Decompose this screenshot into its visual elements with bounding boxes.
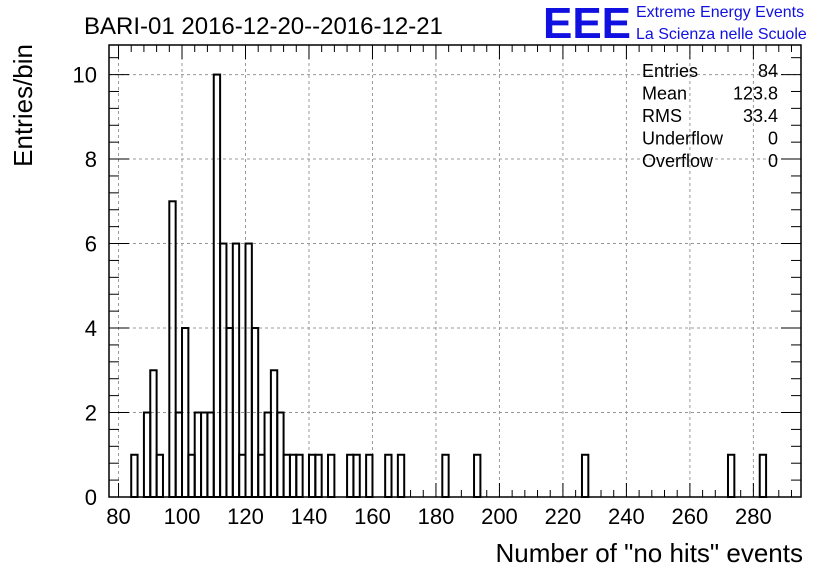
histogram-bin: [352, 453, 361, 499]
histogram-bin: [155, 453, 164, 499]
stat-value-overflow: 0: [768, 151, 778, 171]
x-tick-label: 80: [106, 504, 130, 529]
histogram-bin: [365, 453, 374, 499]
y-tick-label: 10: [73, 63, 97, 88]
x-tick-label: 200: [481, 504, 518, 529]
x-axis-label: Number of "no hits" events: [496, 538, 804, 568]
chart-title: BARI-01 2016-12-20--2016-12-21: [84, 13, 443, 40]
stats-box: Entries 84 Mean 123.8 RMS 33.4 Underflow 0 Overf…: [642, 61, 778, 171]
x-tick-label: 280: [735, 504, 772, 529]
x-tick-label: 260: [672, 504, 709, 529]
x-tick-label: 240: [608, 504, 645, 529]
stat-label-rms: RMS: [642, 106, 682, 126]
y-tick-label: 4: [85, 316, 97, 341]
stat-label-entries: Entries: [642, 61, 698, 81]
stat-label-mean: Mean: [642, 84, 687, 104]
stat-value-rms: 33.4: [743, 106, 778, 126]
histogram-bin: [580, 453, 590, 499]
y-axis-label: Entries/bin: [8, 44, 38, 167]
y-tick-label: 6: [85, 232, 97, 257]
logo-line-1: Extreme Energy Events: [636, 4, 804, 21]
histogram-bin: [327, 453, 336, 499]
stat-value-entries: 84: [758, 61, 778, 81]
x-tick-label: 120: [227, 504, 264, 529]
y-tick-labels: 0 2 4 6 8 10: [73, 63, 97, 510]
y-tick-label: 8: [85, 147, 97, 172]
histogram-bin: [726, 453, 736, 499]
x-tick-label: 220: [545, 504, 582, 529]
stat-label-overflow: Overflow: [642, 151, 714, 171]
x-tick-labels: 80 100 120 140 160 180 200 220 240 260 280: [106, 504, 771, 529]
y-tick-label: 0: [85, 485, 97, 510]
stat-value-underflow: 0: [768, 129, 778, 149]
plot-frame: [108, 44, 802, 498]
y-tick-label: 2: [85, 401, 97, 426]
x-tick-label: 180: [418, 504, 455, 529]
histogram-bin: [295, 453, 304, 499]
axis-ticks: [109, 45, 801, 498]
histogram-bin: [130, 453, 139, 499]
histogram-bin: [758, 453, 768, 499]
x-tick-label: 100: [164, 504, 201, 529]
histogram-bin: [384, 453, 393, 499]
logo-line-2: La Scienza nelle Scuole: [636, 26, 807, 43]
histogram-bin: [473, 453, 482, 499]
eee-logo-text: EEE: [543, 0, 631, 48]
stat-value-mean: 123.8: [733, 84, 778, 104]
x-tick-label: 140: [291, 504, 328, 529]
histogram-bin: [441, 453, 450, 499]
histogram-bin: [396, 453, 406, 499]
x-tick-label: 160: [354, 504, 391, 529]
histogram-bin: [314, 453, 323, 499]
stat-label-underflow: Underflow: [642, 129, 724, 149]
eee-logo: EEE Extreme Energy Events La Scienza nel…: [543, 0, 807, 48]
